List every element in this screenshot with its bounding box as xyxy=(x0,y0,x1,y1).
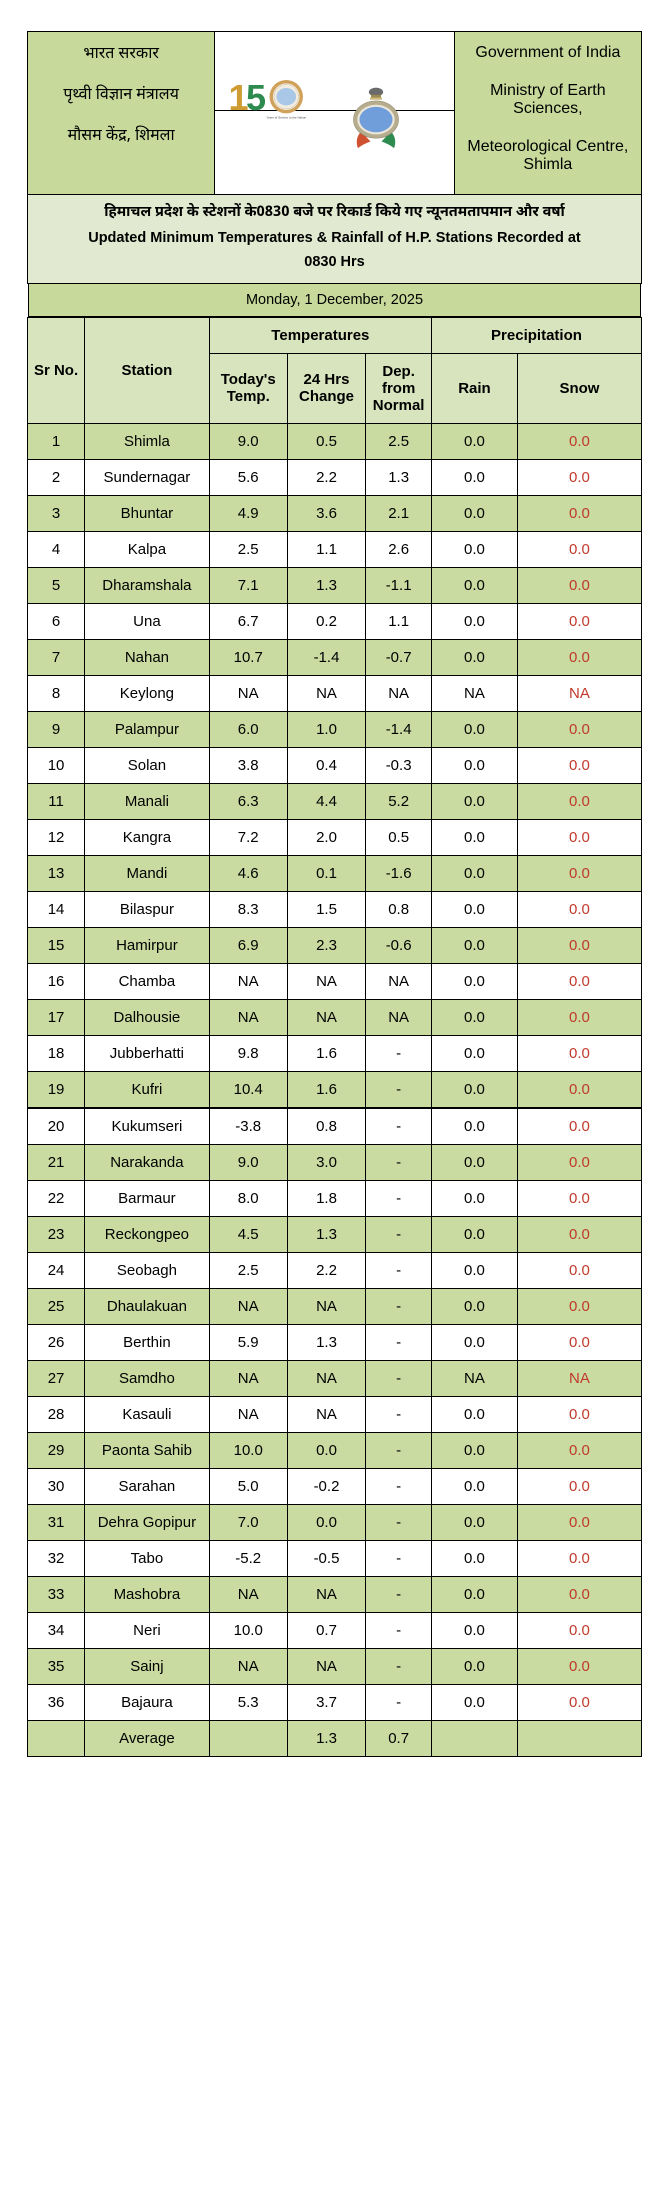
svg-text:5: 5 xyxy=(246,77,266,118)
svg-text:Years of Service to the Nation: Years of Service to the Nation xyxy=(267,115,307,119)
